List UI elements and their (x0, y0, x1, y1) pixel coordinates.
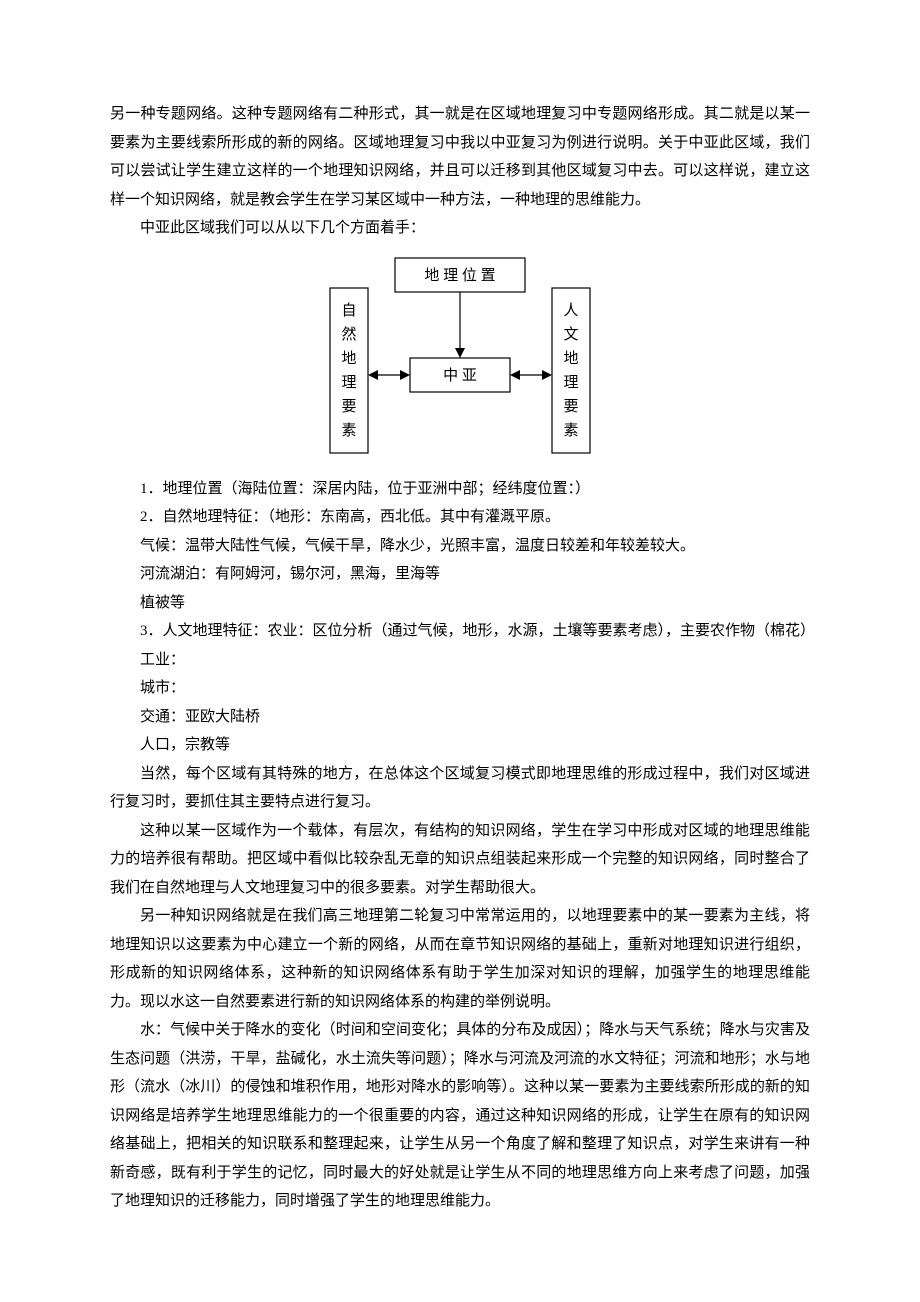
paragraph-4: 这种以某一区域作为一个载体，有层次，有结构的知识网络，学生在学习中形成对区域的地… (110, 817, 810, 903)
paragraph-3: 当然，每个区域有其特殊的地方，在总体这个区域复习模式即地理思维的形成过程中，我们… (110, 760, 810, 817)
diagram-left-3: 理 (341, 375, 356, 391)
diagram-left-0: 自 (341, 302, 356, 319)
list-item-2: 2．自然地理特征：（地形：东南高，西北低。其中有灌溉平原。 (110, 503, 810, 532)
paragraph-5: 另一种知识网络就是在我们高三地理第二轮复习中常常运用的，以地理要素中的某一要素为… (110, 902, 810, 1016)
diagram-top-label: 地 理 位 置 (424, 267, 495, 284)
diagram-left-2: 地 (341, 350, 356, 367)
list-item-6: 3．人文地理特征：农业：区位分析（通过气候，地形，水源，土壤等要素考虑），主要农… (110, 617, 810, 646)
concept-diagram: 地 理 位 置 中 亚 自 然 地 理 要 素 人 文 地 理 要 素 (110, 253, 810, 463)
diagram-center-label: 中 亚 (443, 367, 477, 384)
list-item-1: 1．地理位置（海陆位置：深居内陆，位于亚洲中部；经纬度位置：） (110, 475, 810, 504)
diagram-left-4: 要 (341, 399, 356, 415)
diagram-right-2: 地 (563, 350, 578, 367)
list-item-3: 气候：温带大陆性气候，气候干旱，降水少，光照丰富，温度日较差和年较差较大。 (110, 532, 810, 561)
diagram-left-1: 然 (341, 326, 356, 343)
diagram-left-5: 素 (341, 422, 356, 439)
diagram-right-1: 文 (563, 326, 578, 343)
list-item-9: 交通：亚欧大陆桥 (110, 703, 810, 732)
list-item-8: 城市： (110, 674, 810, 703)
list-item-10: 人口，宗教等 (110, 731, 810, 760)
list-item-7: 工业： (110, 646, 810, 675)
paragraph-2: 中亚此区域我们可以从以下几个方面着手： (110, 214, 810, 243)
paragraph-6: 水：气候中关于降水的变化（时间和空间变化；具体的分布及成因）；降水与天气系统；降… (110, 1016, 810, 1216)
diagram-right-4: 要 (563, 399, 578, 415)
list-item-4: 河流湖泊：有阿姆河，锡尔河，黑海，里海等 (110, 560, 810, 589)
document-page: 另一种专题网络。这种专题网络有二种形式，其一就是在区域地理复习中专题网络形成。其… (0, 0, 920, 1276)
diagram-right-3: 理 (563, 375, 578, 391)
diagram-right-0: 人 (563, 302, 578, 319)
list-item-5: 植被等 (110, 589, 810, 618)
paragraph-1: 另一种专题网络。这种专题网络有二种形式，其一就是在区域地理复习中专题网络形成。其… (110, 100, 810, 214)
diagram-right-5: 素 (563, 422, 578, 439)
